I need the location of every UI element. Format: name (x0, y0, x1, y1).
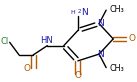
Text: CH₃: CH₃ (109, 64, 124, 73)
Text: O: O (74, 71, 81, 80)
Text: N: N (81, 8, 88, 17)
Text: N: N (98, 19, 104, 28)
Text: N: N (98, 50, 104, 59)
Text: O: O (129, 34, 135, 43)
Text: H: H (71, 10, 76, 15)
Text: 2: 2 (77, 9, 81, 14)
Text: CH₃: CH₃ (109, 5, 124, 14)
Text: HN: HN (40, 36, 52, 46)
Text: Cl: Cl (0, 37, 8, 46)
Text: O: O (24, 64, 31, 73)
